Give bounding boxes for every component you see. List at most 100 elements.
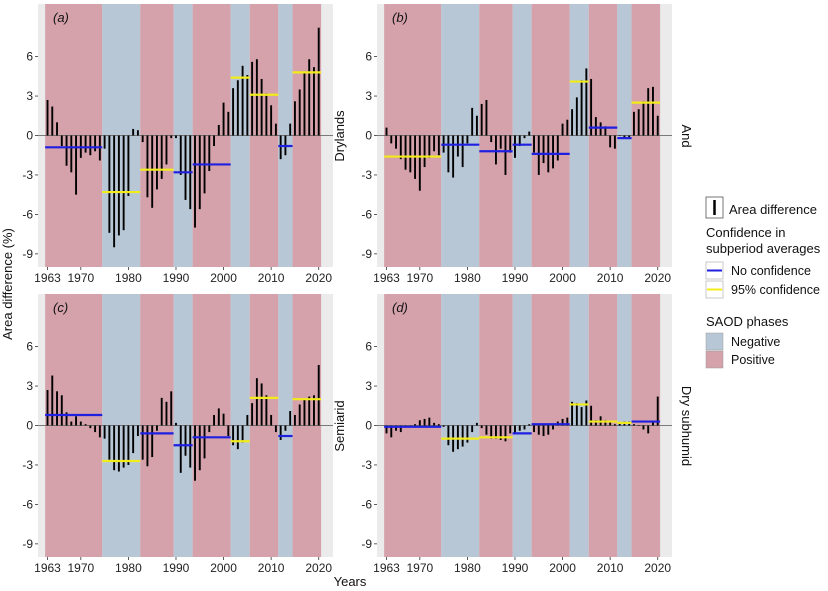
panel: (b) -9 -6 -3 0 3 6 1963 1970 1980 1990 2000 2010 2020 bbox=[361, 4, 672, 285]
bar bbox=[298, 89, 301, 136]
bar bbox=[480, 425, 483, 429]
bar bbox=[284, 425, 287, 431]
y-tick-label: -3 bbox=[361, 168, 372, 182]
bar bbox=[542, 425, 545, 437]
bar bbox=[260, 78, 263, 136]
bar bbox=[647, 425, 650, 434]
bar bbox=[60, 395, 63, 426]
y-tick-label: 0 bbox=[26, 419, 33, 433]
bar bbox=[313, 67, 315, 136]
bar bbox=[213, 414, 215, 426]
bar bbox=[108, 135, 111, 233]
panel: (a) -9 -6 -3 0 3 6 1963 1970 1980 1990 2000 2010 2020 bbox=[22, 4, 333, 285]
bar bbox=[217, 124, 220, 136]
bar bbox=[561, 123, 564, 136]
bar bbox=[542, 135, 545, 164]
bar bbox=[260, 383, 263, 426]
bar bbox=[385, 425, 388, 434]
col-strip-and: And bbox=[679, 124, 694, 147]
bar bbox=[637, 425, 640, 426]
panels-layer: (a) -9 -6 -3 0 3 6 1963 1970 1980 1990 2000 2010 2020… bbox=[22, 4, 672, 575]
x-tick-label: 1963 bbox=[373, 271, 400, 285]
bar bbox=[418, 420, 421, 426]
bar bbox=[399, 425, 402, 433]
bar bbox=[146, 425, 149, 467]
bar bbox=[303, 399, 306, 426]
bar bbox=[537, 425, 540, 435]
x-tick-label: 1963 bbox=[34, 561, 61, 575]
bar bbox=[236, 80, 239, 136]
bar bbox=[194, 425, 196, 481]
legend-positive-swatch bbox=[705, 350, 724, 369]
y-tick-label: -6 bbox=[361, 207, 372, 221]
bar bbox=[156, 135, 158, 190]
bar bbox=[632, 111, 635, 136]
bar bbox=[98, 425, 101, 438]
legend-negative-label: Negative bbox=[731, 335, 780, 349]
bar bbox=[103, 425, 106, 439]
bar bbox=[561, 418, 564, 426]
y-tick-label: -9 bbox=[361, 247, 372, 261]
bar bbox=[236, 425, 239, 450]
x-tick-label: 1990 bbox=[502, 561, 529, 575]
bar bbox=[156, 425, 158, 431]
bar bbox=[652, 86, 654, 136]
bar bbox=[485, 99, 488, 136]
panel-label: (b) bbox=[392, 10, 408, 25]
bar bbox=[198, 135, 201, 210]
legend-phase-title: SAOD phases bbox=[706, 314, 789, 329]
x-tick-label: 2010 bbox=[597, 561, 624, 575]
bar bbox=[594, 117, 597, 136]
bar bbox=[571, 109, 574, 136]
bar bbox=[509, 135, 512, 153]
bar bbox=[656, 396, 659, 426]
bar bbox=[265, 93, 268, 136]
bar bbox=[466, 425, 469, 443]
bar bbox=[122, 425, 125, 468]
panel-label: (d) bbox=[392, 300, 408, 315]
bar bbox=[198, 425, 201, 471]
bar bbox=[279, 425, 282, 440]
bar bbox=[170, 135, 173, 139]
bar bbox=[84, 424, 87, 426]
legend-95-confidence-label: 95% confidence bbox=[731, 283, 820, 297]
bar bbox=[590, 405, 593, 426]
bar bbox=[618, 135, 621, 136]
legend-bar-label: Area difference bbox=[729, 202, 817, 217]
y-axis-label: Area difference (%) bbox=[0, 228, 15, 340]
bar bbox=[618, 422, 621, 426]
row-strip-drylands: Drylands bbox=[332, 110, 347, 162]
bar bbox=[70, 135, 73, 173]
bar bbox=[556, 135, 559, 161]
bar bbox=[533, 425, 535, 433]
y-tick-label: 0 bbox=[365, 129, 372, 143]
bar bbox=[642, 101, 645, 136]
bar bbox=[165, 135, 168, 165]
bar bbox=[518, 425, 521, 431]
bar bbox=[390, 135, 393, 144]
bar bbox=[428, 135, 431, 158]
bar bbox=[599, 122, 602, 136]
y-tick-label: 3 bbox=[26, 89, 33, 103]
panel: (c) -9 -6 -3 0 3 6 1963 1970 1980 1990 2000 2010 2020 bbox=[22, 294, 333, 575]
bar bbox=[423, 135, 426, 168]
x-tick-label: 2010 bbox=[258, 561, 285, 575]
bar bbox=[604, 126, 607, 136]
bar bbox=[213, 135, 215, 147]
bar bbox=[414, 424, 417, 426]
bar bbox=[471, 107, 474, 136]
bar bbox=[179, 425, 182, 473]
bar bbox=[418, 135, 421, 191]
bar bbox=[514, 135, 516, 158]
bar bbox=[495, 135, 497, 165]
bar bbox=[146, 135, 149, 198]
bar bbox=[246, 75, 249, 136]
bar bbox=[537, 135, 540, 175]
bar bbox=[274, 123, 277, 136]
x-tick-label: 1980 bbox=[454, 271, 481, 285]
x-tick-label: 1980 bbox=[115, 561, 142, 575]
bar bbox=[289, 123, 292, 136]
bar bbox=[442, 425, 445, 427]
bar bbox=[227, 111, 230, 136]
bar bbox=[585, 400, 588, 426]
